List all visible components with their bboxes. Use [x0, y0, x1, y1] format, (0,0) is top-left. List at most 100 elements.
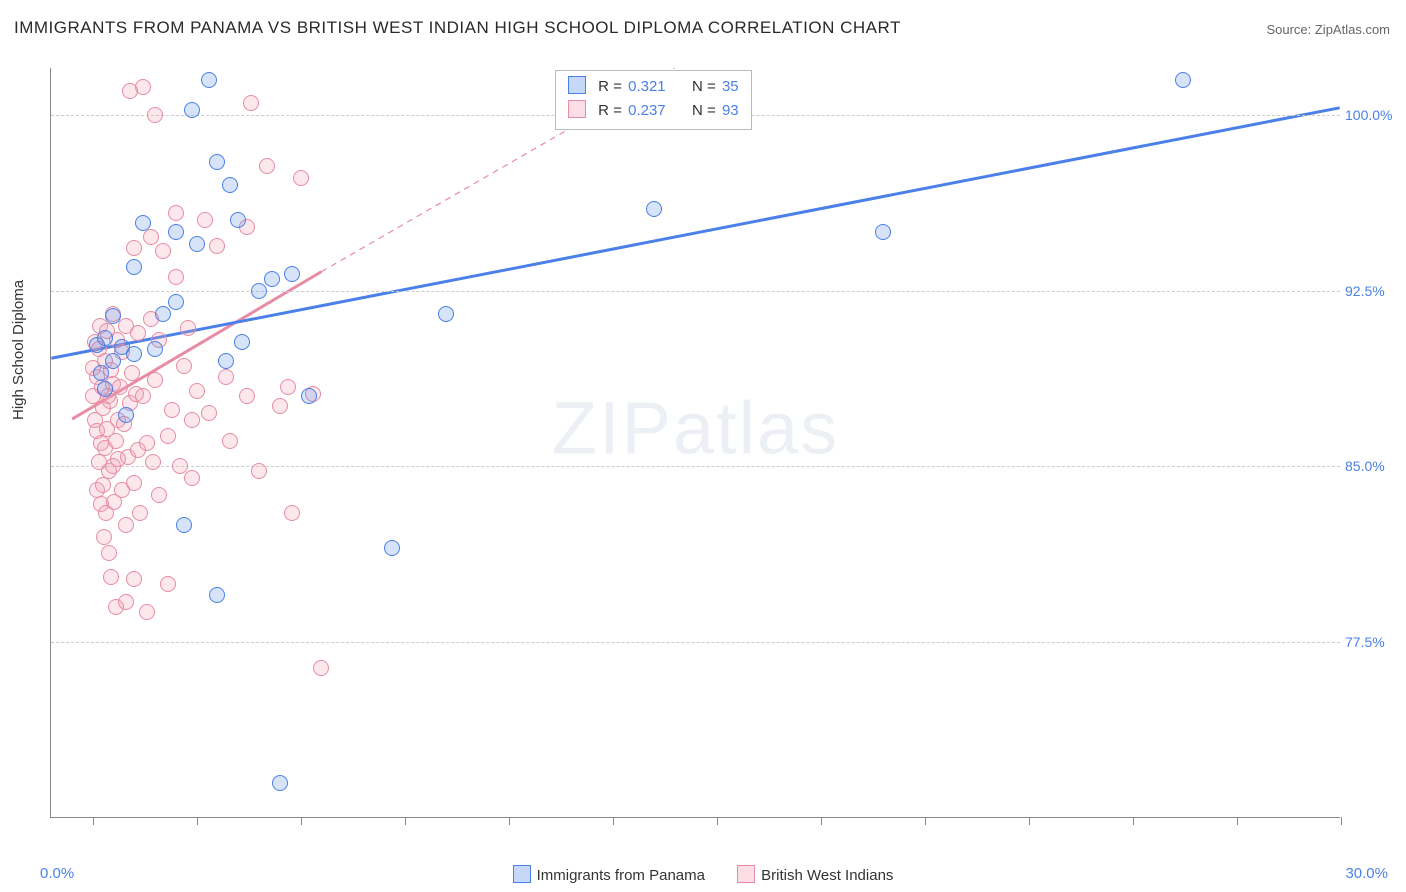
data-point-panama [168, 294, 184, 310]
data-point-panama [646, 201, 662, 217]
data-point-panama [126, 259, 142, 275]
data-point-panama [189, 236, 205, 252]
data-point-panama [105, 308, 121, 324]
data-point-panama [209, 154, 225, 170]
legend-bottom: Immigrants from Panama British West Indi… [0, 865, 1406, 884]
data-point-panama [97, 330, 113, 346]
y-tick-label: 92.5% [1345, 283, 1400, 299]
data-point-panama [251, 283, 267, 299]
data-point-bwi [101, 545, 117, 561]
data-point-panama [135, 215, 151, 231]
data-point-panama [218, 353, 234, 369]
data-point-panama [301, 388, 317, 404]
legend-swatch-bwi [737, 865, 755, 883]
data-point-bwi [284, 505, 300, 521]
data-point-bwi [126, 571, 142, 587]
data-point-bwi [147, 372, 163, 388]
gridline-h [51, 466, 1340, 467]
data-point-bwi [218, 369, 234, 385]
data-point-bwi [176, 358, 192, 374]
data-point-panama [93, 365, 109, 381]
data-point-bwi [184, 412, 200, 428]
data-point-panama [264, 271, 280, 287]
y-tick-label: 85.0% [1345, 458, 1400, 474]
data-point-bwi [112, 379, 128, 395]
y-tick-label: 100.0% [1345, 107, 1400, 123]
x-tick [1341, 817, 1342, 825]
x-tick [1133, 817, 1134, 825]
data-point-bwi [132, 505, 148, 521]
data-point-bwi [168, 269, 184, 285]
data-point-panama [155, 306, 171, 322]
data-point-panama [105, 353, 121, 369]
data-point-bwi [160, 576, 176, 592]
data-point-bwi [180, 320, 196, 336]
data-point-bwi [184, 470, 200, 486]
gridline-h [51, 291, 1340, 292]
data-point-panama [230, 212, 246, 228]
data-point-bwi [145, 454, 161, 470]
scatter-plot-area: ZIPatlas 77.5%85.0%92.5%100.0% [50, 68, 1340, 818]
data-point-bwi [201, 405, 217, 421]
x-tick [301, 817, 302, 825]
y-tick-label: 77.5% [1345, 634, 1400, 650]
x-tick [613, 817, 614, 825]
source-attribution: Source: ZipAtlas.com [1266, 22, 1390, 37]
data-point-panama [384, 540, 400, 556]
data-point-bwi [103, 569, 119, 585]
watermark: ZIPatlas [552, 385, 839, 470]
data-point-bwi [272, 398, 288, 414]
data-point-bwi [168, 205, 184, 221]
data-point-panama [438, 306, 454, 322]
data-point-bwi [95, 477, 111, 493]
data-point-panama [272, 775, 288, 791]
data-point-bwi [189, 383, 205, 399]
data-point-bwi [197, 212, 213, 228]
legend-swatch-panama [513, 865, 531, 883]
data-point-bwi [160, 428, 176, 444]
corr-row-panama: R = 0.321 N = 35 [568, 75, 739, 99]
data-point-panama [284, 266, 300, 282]
data-point-panama [222, 177, 238, 193]
data-point-bwi [143, 229, 159, 245]
corr-row-bwi: R = 0.237 N = 93 [568, 99, 739, 123]
data-point-bwi [280, 379, 296, 395]
legend-item-panama: Immigrants from Panama [513, 865, 705, 884]
legend-label-bwi: British West Indians [761, 867, 893, 884]
data-point-bwi [126, 475, 142, 491]
x-tick [821, 817, 822, 825]
data-point-bwi [164, 402, 180, 418]
x-tick [197, 817, 198, 825]
x-tick [717, 817, 718, 825]
data-point-panama [1175, 72, 1191, 88]
correlation-legend-box: R = 0.321 N = 35 R = 0.237 N = 93 [555, 70, 752, 130]
data-point-bwi [130, 325, 146, 341]
trend-lines-layer [51, 68, 1340, 817]
data-point-bwi [126, 240, 142, 256]
data-point-panama [209, 587, 225, 603]
data-point-bwi [139, 435, 155, 451]
x-tick [509, 817, 510, 825]
data-point-bwi [222, 433, 238, 449]
x-tick [1237, 817, 1238, 825]
legend-item-bwi: British West Indians [737, 865, 893, 884]
chart-title: IMMIGRANTS FROM PANAMA VS BRITISH WEST I… [14, 18, 901, 38]
data-point-panama [234, 334, 250, 350]
data-point-bwi [313, 660, 329, 676]
data-point-panama [176, 517, 192, 533]
data-point-bwi [118, 594, 134, 610]
data-point-panama [147, 341, 163, 357]
data-point-bwi [118, 517, 134, 533]
data-point-bwi [243, 95, 259, 111]
data-point-panama [118, 407, 134, 423]
y-axis-title: High School Diploma [10, 280, 27, 420]
data-point-panama [126, 346, 142, 362]
legend-label-panama: Immigrants from Panama [537, 867, 705, 884]
data-point-bwi [293, 170, 309, 186]
data-point-bwi [135, 388, 151, 404]
data-point-bwi [151, 487, 167, 503]
x-tick [93, 817, 94, 825]
x-tick [1029, 817, 1030, 825]
data-point-bwi [251, 463, 267, 479]
data-point-bwi [155, 243, 171, 259]
